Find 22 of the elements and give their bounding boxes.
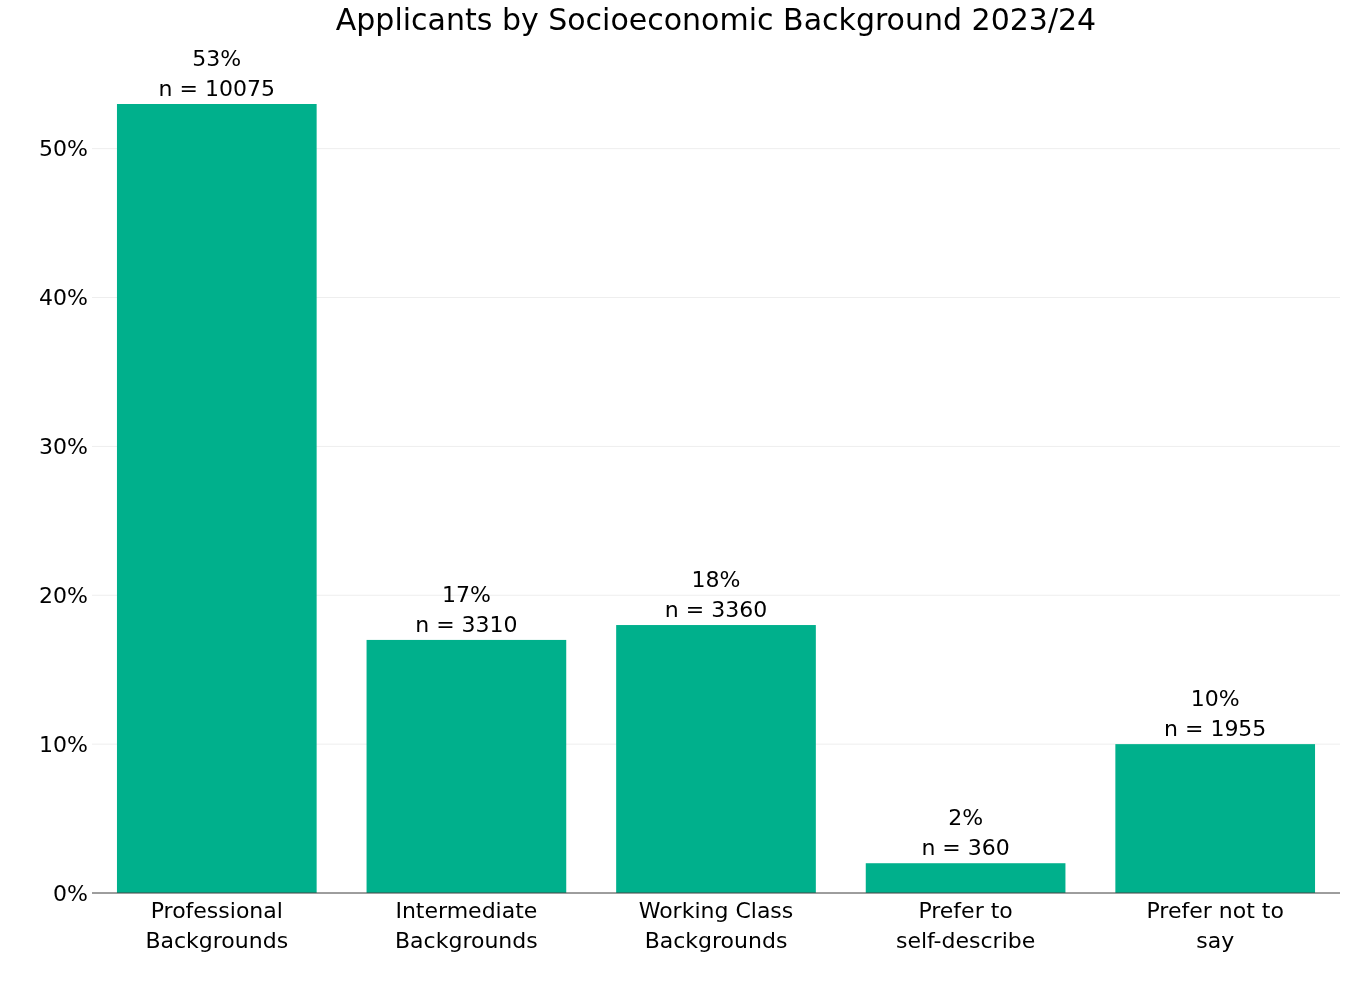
chart-title: Applicants by Socioeconomic Background 2023/24 bbox=[335, 2, 1097, 37]
data-label: 18% n = 3360 bbox=[664, 567, 768, 623]
bar bbox=[1115, 744, 1316, 893]
y-tick-label: 50% bbox=[39, 136, 88, 162]
x-tick-label: Prefer to self-describe bbox=[895, 898, 1036, 953]
bar bbox=[116, 104, 317, 893]
y-tick-label: 40% bbox=[39, 285, 88, 311]
bar bbox=[366, 639, 567, 893]
x-tick-label: Working Class Backgrounds bbox=[638, 898, 794, 953]
y-tick-label: 0% bbox=[53, 880, 88, 906]
data-label: 2% n = 360 bbox=[921, 805, 1010, 861]
y-tick-label: 20% bbox=[39, 582, 88, 608]
y-tick-label: 30% bbox=[39, 434, 88, 460]
x-tick-label: Intermediate Backgrounds bbox=[395, 898, 538, 953]
data-label: 53% n = 10075 bbox=[158, 46, 275, 101]
bar bbox=[865, 863, 1066, 893]
x-tick-label: Prefer not to say bbox=[1146, 898, 1284, 953]
x-tick-label: Professional Backgrounds bbox=[145, 898, 289, 953]
data-label: 17% n = 3310 bbox=[415, 581, 518, 637]
bar bbox=[616, 625, 816, 893]
y-tick-label: 10% bbox=[39, 731, 88, 757]
data-label: 10% n = 1955 bbox=[1164, 686, 1267, 742]
